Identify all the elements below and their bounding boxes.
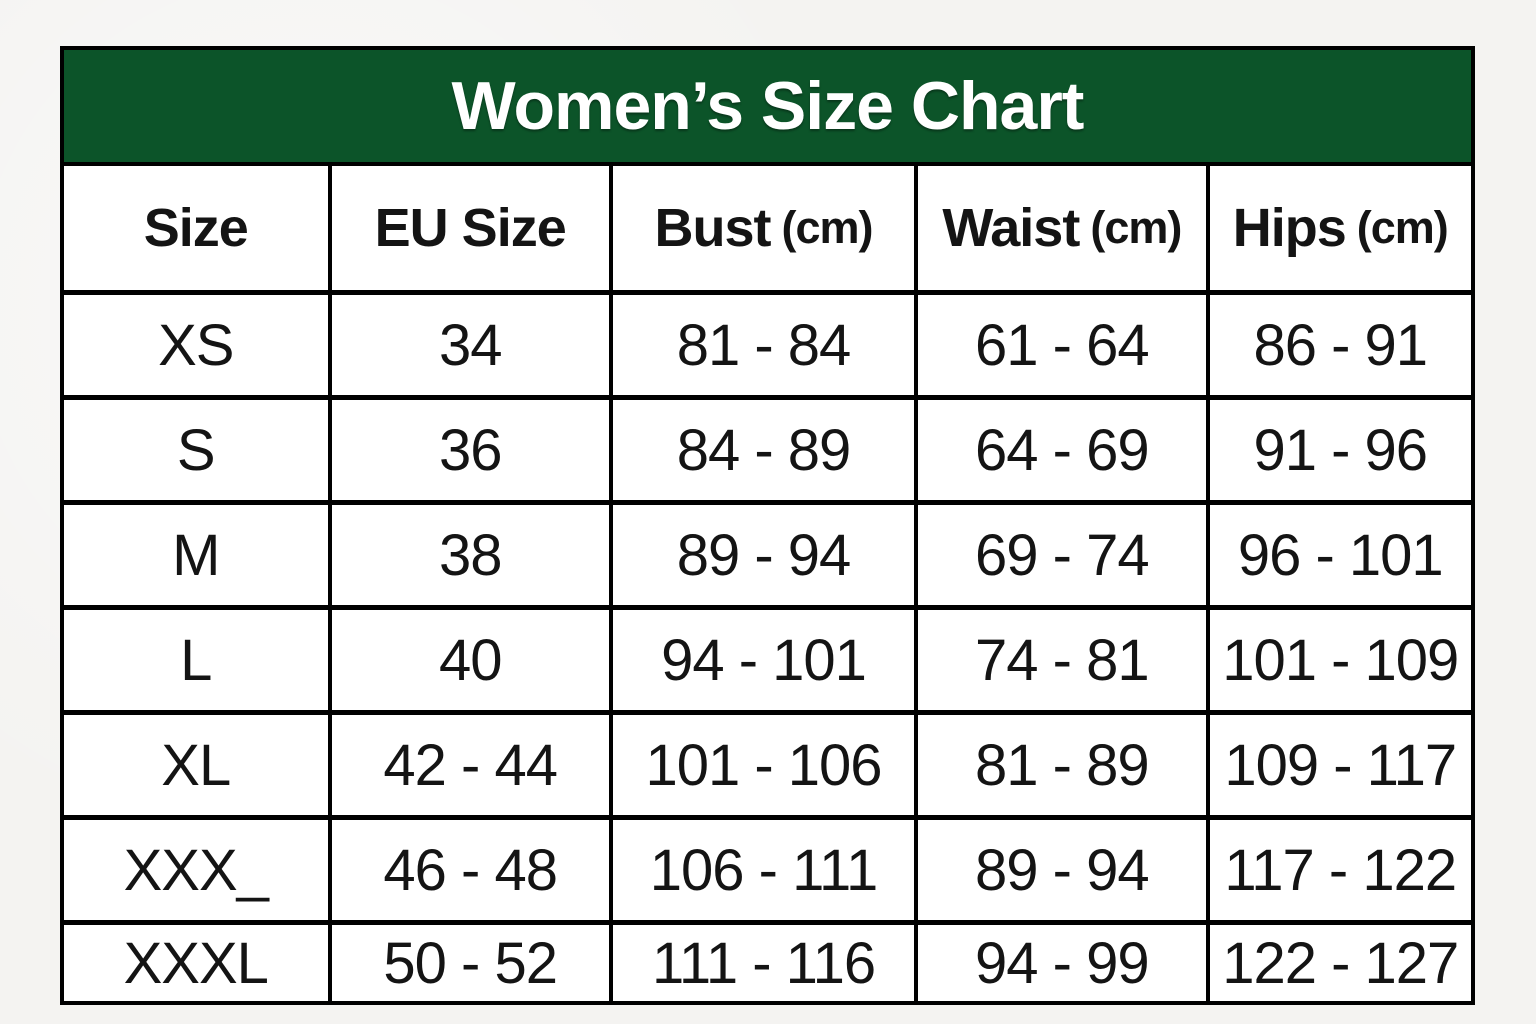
cell-value: S [176,417,216,483]
cell-size: S [64,400,328,500]
column-header-unit: (cm) [1356,202,1449,253]
cell-eu-size: 50 - 52 [327,925,609,1001]
cell-value: XL [161,732,231,798]
cell-value: 122 - 127 [1222,930,1459,996]
cell-waist: 61 - 64 [914,295,1206,395]
cell-value: 50 - 52 [383,930,558,996]
table-row-l: L 40 94 - 101 74 - 81 101 - 109 [64,605,1471,710]
cell-size: M [64,505,328,605]
cell-waist: 94 - 99 [914,925,1206,1001]
cell-value: 106 - 111 [649,837,878,903]
cell-value: 36 [438,417,503,483]
column-header-label: Hips [1232,198,1347,258]
cell-waist: 74 - 81 [914,610,1206,710]
table-row-xxxl: XXXL 50 - 52 111 - 116 94 - 99 122 - 127 [64,920,1471,1001]
cell-value: 46 - 48 [383,837,558,903]
cell-bust: 94 - 101 [608,610,915,710]
column-header-bust: Bust (cm) [608,166,915,290]
cell-value: 81 - 89 [975,732,1150,798]
cell-value: 94 - 101 [661,627,867,693]
cell-value: 64 - 69 [975,417,1150,483]
cell-value: 96 - 101 [1237,522,1444,588]
cell-eu-size: 38 [327,505,609,605]
cell-waist: 69 - 74 [914,505,1206,605]
column-header-hips: Hips (cm) [1205,166,1471,290]
size-chart-table: Women’s Size Chart Size EU Size Bust (cm)… [60,46,1475,1005]
cell-eu-size: 34 [327,295,609,395]
cell-hips: 101 - 109 [1205,610,1471,710]
cell-value: 101 - 106 [645,732,882,798]
cell-value: 42 - 44 [383,732,558,798]
cell-value: L [180,627,212,693]
cell-eu-size: 46 - 48 [327,820,609,920]
column-header-label: Size [143,198,249,258]
cell-value: 74 - 81 [975,627,1150,693]
cell-value: 84 - 89 [676,417,852,483]
cell-bust: 106 - 111 [608,820,915,920]
cell-waist: 64 - 69 [914,400,1206,500]
column-header-label: Waist [942,198,1080,258]
cell-eu-size: 36 [327,400,609,500]
cell-value: XS [158,312,234,378]
cell-value: 109 - 117 [1224,732,1457,798]
cell-value: 117 - 122 [1224,837,1457,903]
column-header-label: Bust [654,198,772,258]
cell-hips: 86 - 91 [1205,295,1471,395]
table-row-xl: XL 42 - 44 101 - 106 81 - 89 109 - 117 [64,710,1471,815]
cell-value: 111 - 116 [651,930,876,996]
cell-value: 81 - 84 [676,312,852,378]
column-header-label: EU Size [374,198,567,258]
cell-value: XXXL [123,930,269,996]
cell-value: 38 [438,522,503,588]
column-header-size: Size [64,166,328,290]
table-row-s: S 36 84 - 89 64 - 69 91 - 96 [64,395,1471,500]
cell-size: XXXL [64,925,328,1001]
cell-bust: 81 - 84 [608,295,915,395]
cell-hips: 122 - 127 [1205,925,1471,1001]
table-row-xxl: XXX_ 46 - 48 106 - 111 89 - 94 117 - 122 [64,815,1471,920]
cell-value: 101 - 109 [1222,627,1459,693]
column-header-eu-size: EU Size [327,166,609,290]
cell-value: 91 - 96 [1253,417,1428,483]
cell-size: XS [64,295,328,395]
cell-bust: 111 - 116 [608,925,915,1001]
column-header-waist: Waist (cm) [914,166,1206,290]
table-row-xs: XS 34 81 - 84 61 - 64 86 - 91 [64,290,1471,395]
cell-value: 61 - 64 [975,312,1150,378]
cell-hips: 117 - 122 [1205,820,1471,920]
cell-waist: 81 - 89 [914,715,1206,815]
cell-value: 94 - 99 [975,930,1150,996]
cell-size: L [64,610,328,710]
cell-value: 89 - 94 [975,837,1150,903]
column-header-unit: (cm) [1090,202,1182,253]
cell-bust: 89 - 94 [608,505,915,605]
cell-eu-size: 40 [327,610,609,710]
cell-hips: 109 - 117 [1205,715,1471,815]
cell-value: 86 - 91 [1253,312,1428,378]
cell-value: 34 [438,312,503,378]
cell-bust: 101 - 106 [608,715,915,815]
table-title: Women’s Size Chart [451,68,1085,144]
cell-value: 69 - 74 [975,522,1150,588]
cell-waist: 89 - 94 [914,820,1206,920]
table-row-m: M 38 89 - 94 69 - 74 96 - 101 [64,500,1471,605]
cell-value: 89 - 94 [676,522,852,588]
table-title-band: Women’s Size Chart [64,50,1471,166]
cell-value: XXX_ [123,837,269,903]
cell-bust: 84 - 89 [608,400,915,500]
cell-value: 40 [438,627,503,693]
cell-hips: 91 - 96 [1205,400,1471,500]
cell-value: M [172,522,220,588]
column-header-unit: (cm) [781,202,874,253]
cell-size: XXX_ [64,820,328,920]
cell-eu-size: 42 - 44 [327,715,609,815]
cell-hips: 96 - 101 [1205,505,1471,605]
table-header-row: Size EU Size Bust (cm) Waist (cm) Hips (cm) [64,166,1471,290]
cell-size: XL [64,715,328,815]
